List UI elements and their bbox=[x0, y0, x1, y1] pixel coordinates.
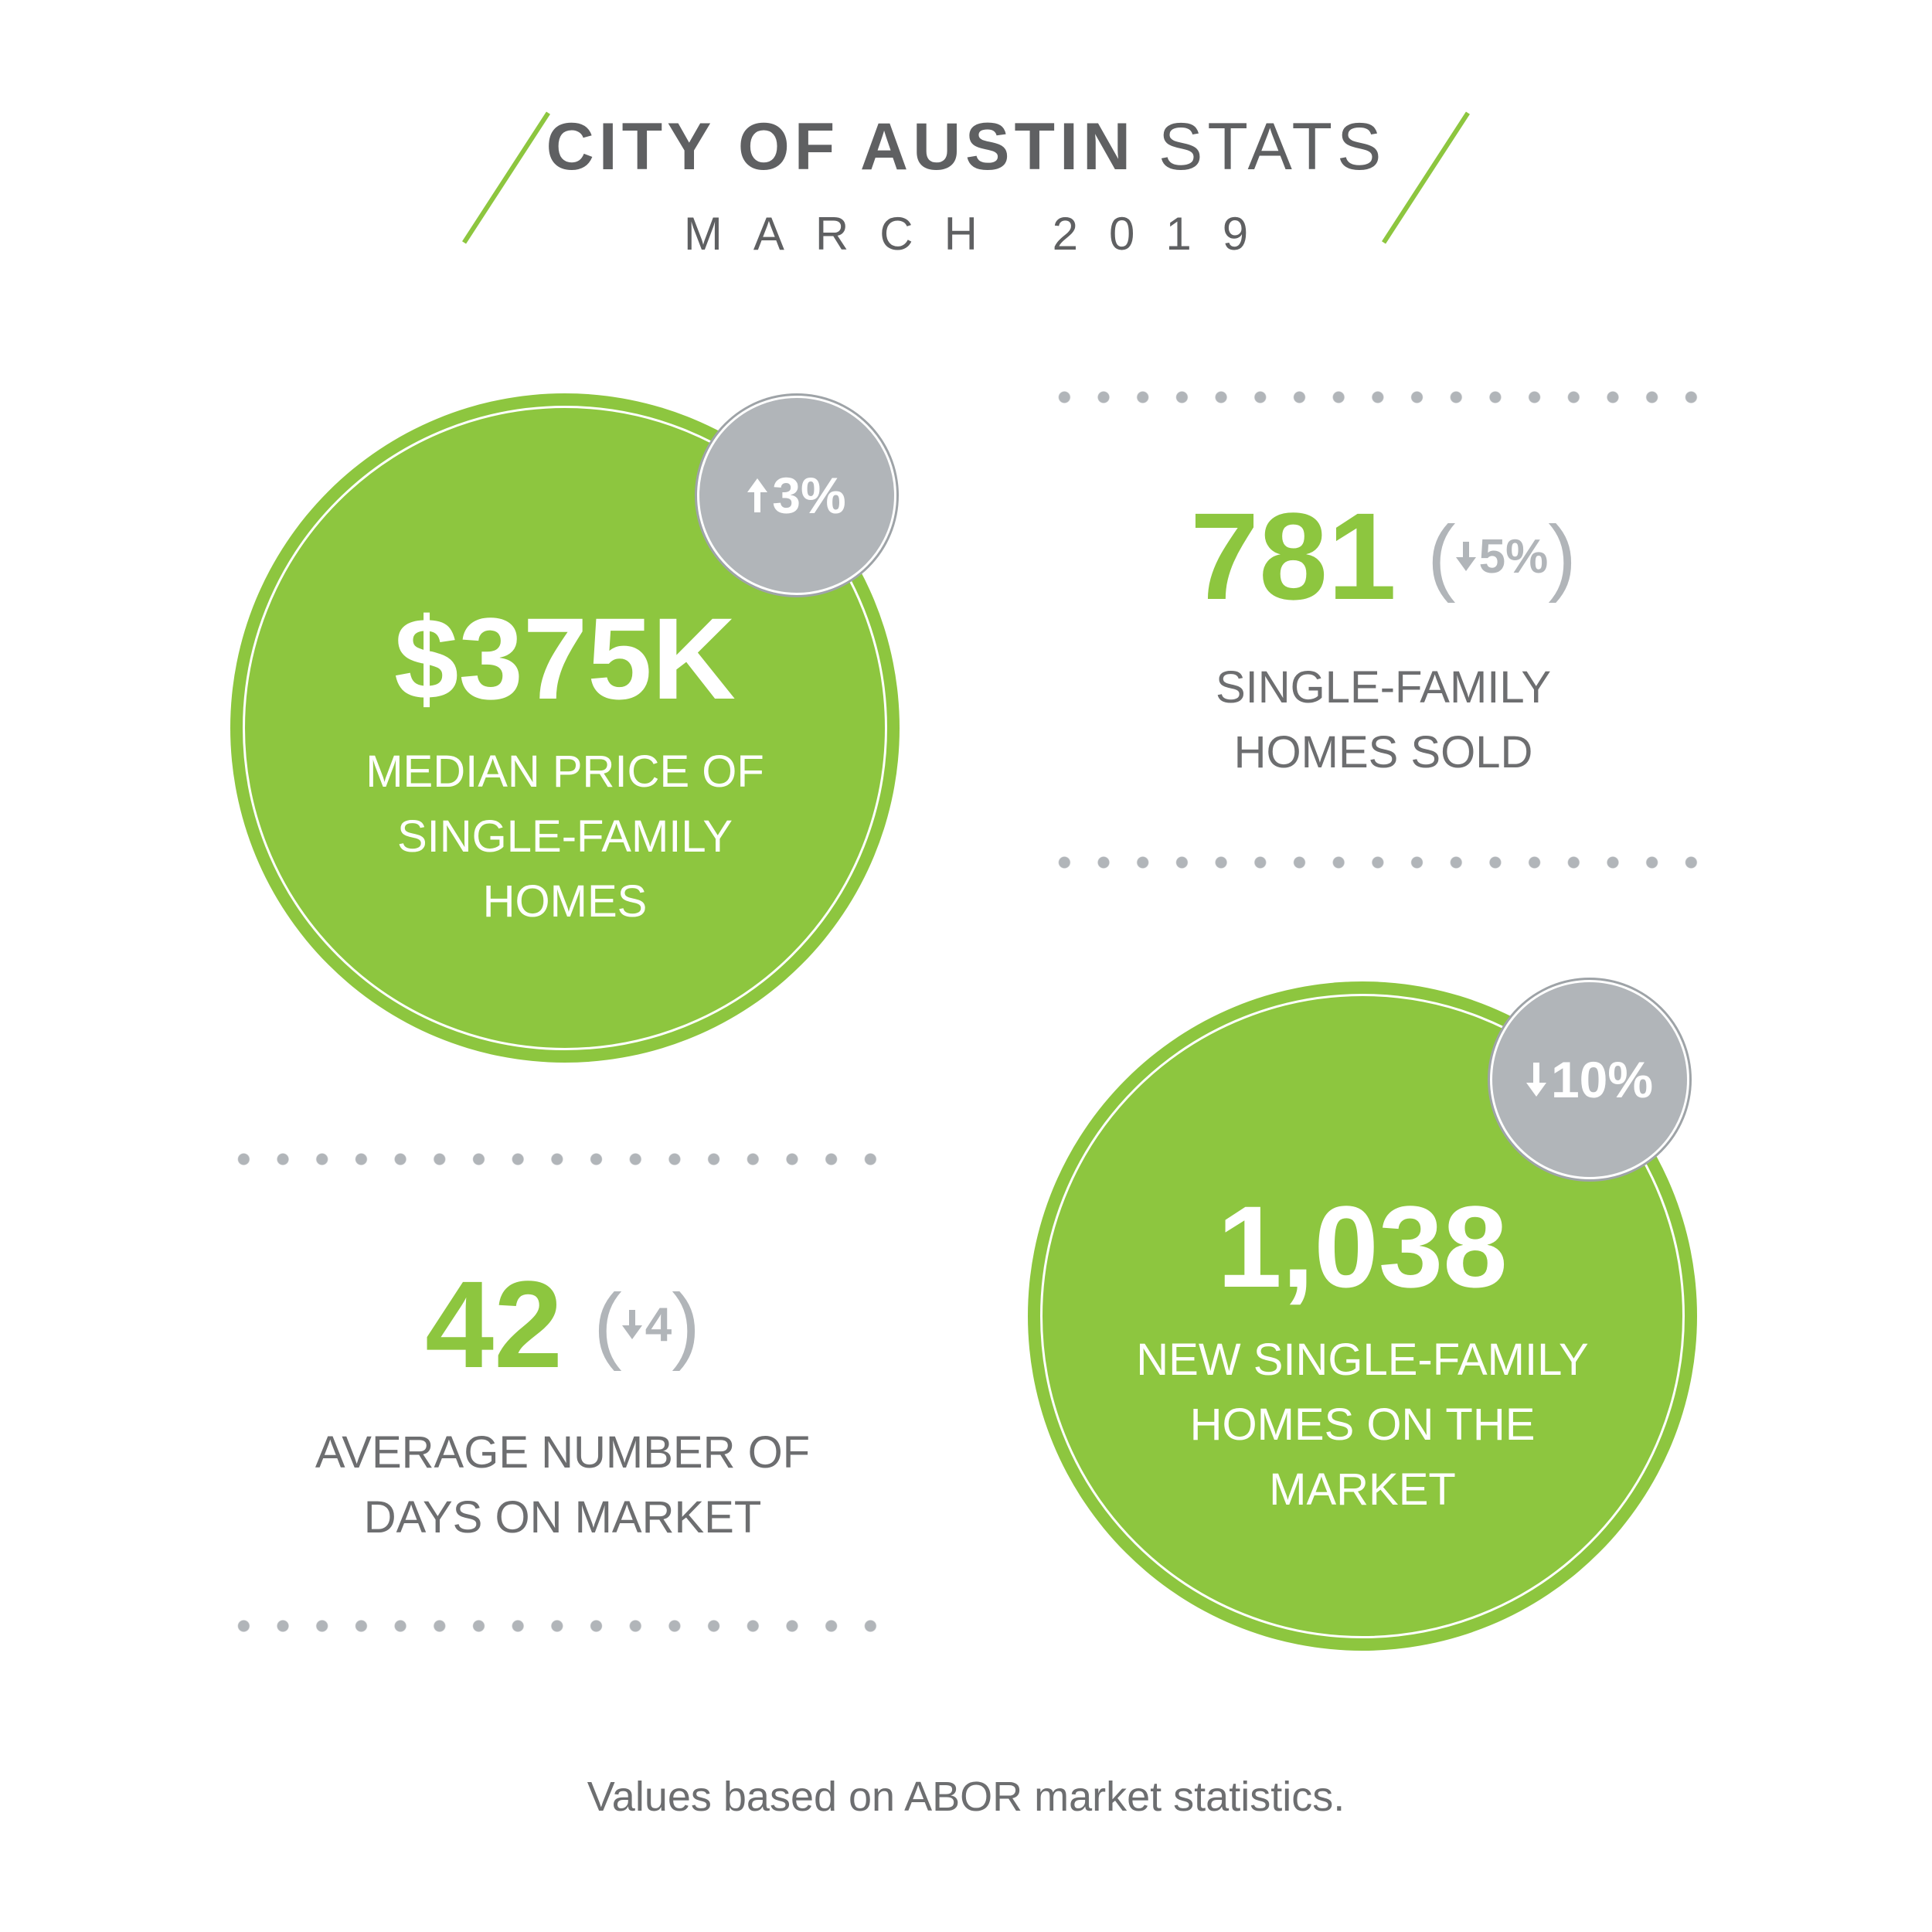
median-price-label: MEDIAN PRICE OF SINGLE-FAMILY HOMES bbox=[230, 740, 900, 934]
homes-sold-label-line-2: HOMES SOLD bbox=[1233, 727, 1533, 777]
divider-bottom-left bbox=[224, 1620, 901, 1632]
homes-sold-change-group: ( 5% ) bbox=[1427, 509, 1577, 604]
new-listings-label-line-3: MARKET bbox=[1269, 1464, 1456, 1515]
arrow-down-icon bbox=[1526, 1063, 1546, 1097]
median-price-circle-ring bbox=[243, 406, 887, 1050]
days-on-market-stat: 42 ( 4 ) bbox=[224, 1263, 901, 1386]
median-price-label-line-3: HOMES bbox=[482, 876, 648, 927]
median-price-value: $375K bbox=[393, 594, 736, 723]
page-title-bold: CITY OF AUSTIN bbox=[546, 110, 1136, 184]
new-listings-value: 1,038 bbox=[1217, 1182, 1508, 1311]
median-price-change: 3% bbox=[772, 467, 846, 524]
arrow-down-icon bbox=[621, 1310, 642, 1339]
new-listings-label: NEW SINGLE-FAMILY HOMES ON THE MARKET bbox=[1028, 1328, 1697, 1522]
days-on-market-change: 4 bbox=[645, 1298, 672, 1352]
median-price-label-line-1: MEDIAN PRICE OF bbox=[366, 747, 764, 797]
arrow-up-icon bbox=[747, 478, 768, 512]
days-on-market-value: 42 bbox=[425, 1255, 563, 1393]
median-price-change-badge: 3% bbox=[697, 396, 896, 595]
new-listings-change: 10% bbox=[1550, 1051, 1654, 1108]
homes-sold-value: 781 bbox=[1190, 487, 1397, 625]
arrow-down-icon bbox=[1455, 542, 1476, 571]
homes-sold-change: 5% bbox=[1478, 529, 1549, 583]
new-listings-circle: 1,038 NEW SINGLE-FAMILY HOMES ON THE MAR… bbox=[1028, 981, 1697, 1651]
new-listings-circle-ring bbox=[1040, 994, 1685, 1638]
divider-top-right bbox=[1045, 391, 1722, 403]
new-listings-label-line-2: HOMES ON THE bbox=[1189, 1400, 1536, 1450]
page-subtitle: MARCH 2019 bbox=[683, 208, 1280, 260]
homes-sold-stat: 781 ( 5% ) bbox=[1045, 495, 1722, 618]
footer-note: Values based on ABOR market statistics. bbox=[587, 1774, 1345, 1820]
new-listings-change-badge: 10% bbox=[1490, 980, 1689, 1179]
page-title: CITY OF AUSTIN STATS bbox=[0, 108, 1932, 185]
divider-mid-right bbox=[1045, 856, 1722, 869]
days-on-market-change-group: ( 4 ) bbox=[594, 1277, 700, 1372]
days-on-market-label-line-2: DAYS ON MARKET bbox=[363, 1492, 762, 1543]
days-on-market-label-line-1: AVERAGE NUMBER OF bbox=[315, 1427, 811, 1478]
homes-sold-label: SINGLE-FAMILY HOMES SOLD bbox=[1045, 655, 1722, 785]
new-listings-label-line-1: NEW SINGLE-FAMILY bbox=[1136, 1335, 1589, 1385]
days-on-market-label: AVERAGE NUMBER OF DAYS ON MARKET bbox=[224, 1420, 901, 1550]
divider-mid-left bbox=[224, 1153, 901, 1165]
median-price-label-line-2: SINGLE-FAMILY bbox=[396, 811, 733, 862]
homes-sold-label-line-1: SINGLE-FAMILY bbox=[1215, 662, 1552, 713]
page-title-light: STATS bbox=[1158, 110, 1386, 184]
